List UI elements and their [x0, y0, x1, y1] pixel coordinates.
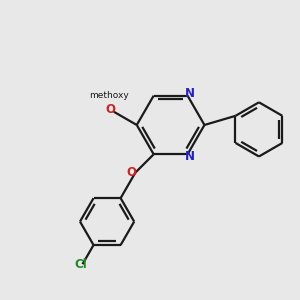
- Text: N: N: [184, 87, 195, 100]
- Text: N: N: [184, 150, 195, 163]
- Text: methoxy: methoxy: [89, 91, 129, 100]
- Text: O: O: [127, 166, 137, 179]
- Text: O: O: [105, 103, 115, 116]
- Text: Cl: Cl: [75, 258, 87, 271]
